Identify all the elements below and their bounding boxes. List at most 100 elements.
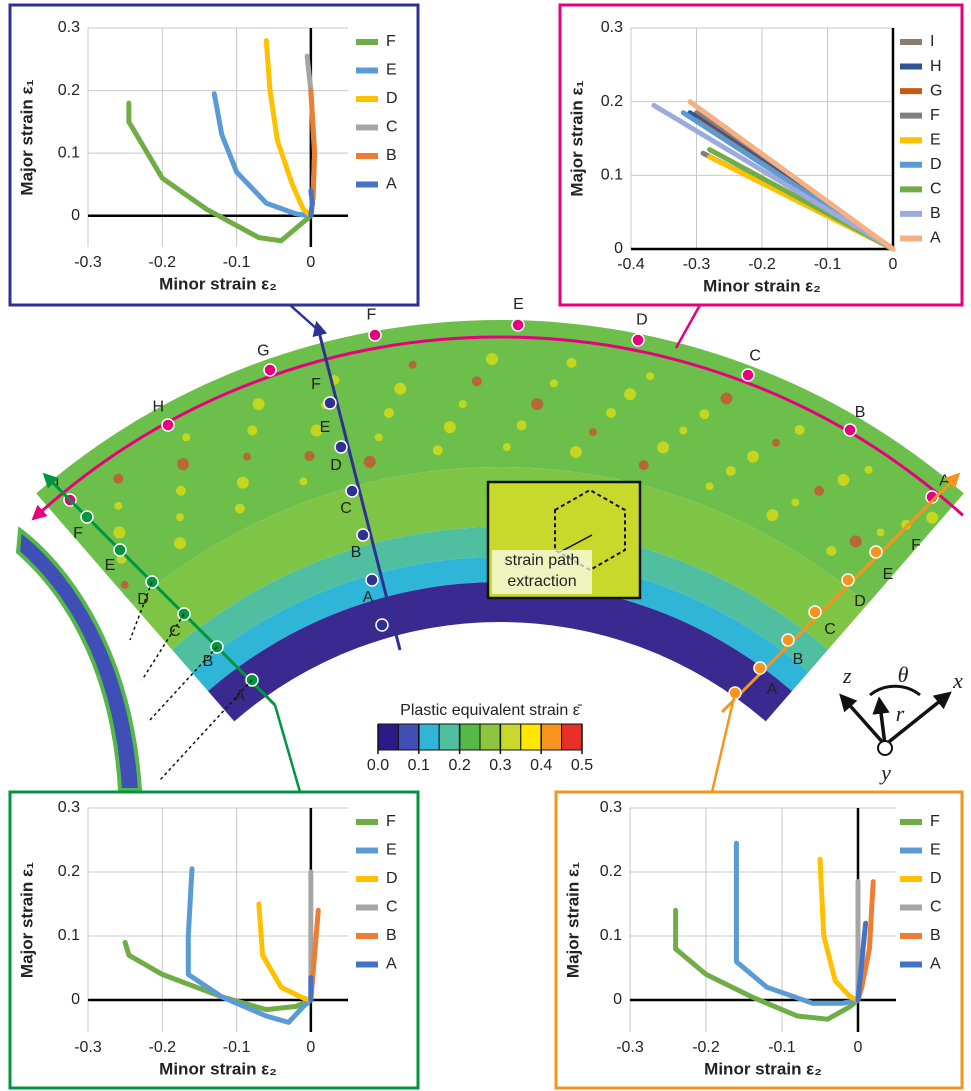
x-axis-label: Minor strain ε₂ (704, 1059, 822, 1078)
point-label: B (855, 404, 866, 421)
hot-spot (864, 465, 873, 474)
point-label: F (911, 537, 921, 554)
path-point (741, 368, 755, 382)
hot-spot (705, 482, 714, 491)
x-tick-label: -0.3 (683, 256, 711, 273)
y-axis-dot (877, 740, 893, 756)
x-tick-label: -0.3 (74, 254, 102, 271)
legend-label: E (930, 842, 941, 859)
inset-pointer (559, 534, 593, 553)
path-point (356, 528, 370, 542)
point-label: E (513, 296, 524, 313)
y-tick-label: 0 (613, 991, 622, 1008)
fan-band (191, 557, 809, 692)
y-tick-label: 0.2 (600, 863, 622, 880)
hot-spot (374, 433, 383, 442)
point-label: D (137, 591, 149, 608)
y-tick-label: 0 (71, 991, 80, 1008)
x-tick-label: 0 (854, 1039, 863, 1056)
x-tick-label: 0 (306, 254, 315, 271)
z-axis (839, 693, 887, 747)
point-label: A (363, 589, 374, 606)
strain-map (15, 319, 965, 792)
point-label: C (169, 623, 181, 640)
hot-spot (679, 426, 688, 435)
hot-spot (624, 388, 637, 401)
x-tick-label: -0.3 (74, 1039, 102, 1056)
x-axis-label: Minor strain ε₂ (159, 274, 277, 293)
legend-label: B (930, 205, 941, 222)
colorbar-swatch (540, 723, 563, 751)
point-label: B (351, 544, 362, 561)
x-tick-label: -0.3 (616, 1039, 644, 1056)
chart-frame (8, 3, 420, 307)
colorbar-title: Plastic equivalent strain ε̄ (400, 702, 583, 719)
hot-spot (849, 535, 862, 548)
theta-arc (869, 684, 921, 697)
hot-spot (113, 526, 126, 539)
hot-spot (791, 498, 800, 507)
axis-label: r (896, 701, 905, 726)
hot-spot (566, 357, 577, 368)
x-tick-label: 0 (889, 256, 898, 273)
path-point (511, 318, 525, 332)
y-tick-label: 0.3 (600, 799, 622, 816)
legend-label: A (930, 956, 941, 973)
colorbar-swatch (499, 723, 522, 751)
x-tick-label: -0.1 (223, 1039, 251, 1056)
hot-spot (113, 473, 124, 484)
point-label: B (203, 653, 214, 670)
hot-spot (588, 428, 597, 437)
point-label: F (311, 376, 321, 393)
legend-label: C (386, 899, 398, 916)
hot-spot (720, 392, 733, 405)
hot-spot (247, 425, 258, 436)
strain-path (185, 866, 314, 1025)
x-tick-label: -0.4 (617, 256, 645, 273)
hot-spot (471, 376, 482, 387)
x-tick-label: -0.2 (692, 1039, 720, 1056)
colorbar-tick-label: 0.5 (571, 757, 593, 774)
colorbar-swatch (479, 723, 501, 751)
colorbar-tick-label: 0.4 (530, 757, 552, 774)
y-axis-label: Major strain ε₁ (567, 80, 586, 196)
path-point (841, 573, 855, 587)
path-point (161, 418, 175, 432)
legend-label: E (386, 62, 397, 79)
path-point (334, 440, 348, 454)
legend-label: A (386, 176, 397, 193)
axis-label: θ (898, 662, 909, 687)
x-axis-arrow (883, 691, 952, 747)
y-tick-label: 0 (71, 207, 80, 224)
point-label: F (73, 525, 83, 542)
x-axis-label: Minor strain ε₂ (159, 1059, 277, 1078)
point-label: F (367, 307, 377, 324)
y-tick-label: 0 (614, 240, 623, 257)
path-point (869, 545, 883, 559)
fan-band (208, 582, 792, 722)
hot-spot (794, 424, 805, 435)
hot-spot (174, 537, 187, 550)
hot-spot (502, 443, 511, 452)
y-tick-label: 0.3 (58, 799, 80, 816)
colorbar-tick-label: 0.1 (408, 757, 430, 774)
strain-path (673, 907, 861, 1022)
strain-path (256, 901, 314, 1003)
hot-spot (699, 409, 710, 420)
point-label: C (824, 621, 836, 638)
legend-label: B (386, 147, 397, 164)
path-point (753, 661, 767, 675)
hot-spot (175, 485, 186, 496)
legend-label: F (386, 33, 396, 50)
path-point (375, 618, 389, 632)
point-label: E (105, 557, 116, 574)
path-point (263, 363, 277, 377)
hot-spot (837, 473, 850, 486)
hot-spot (458, 400, 467, 409)
legend-label: I (930, 33, 934, 50)
axis-label: x (952, 668, 963, 693)
point-label: G (257, 342, 269, 359)
y-tick-label: 0.3 (601, 19, 623, 36)
